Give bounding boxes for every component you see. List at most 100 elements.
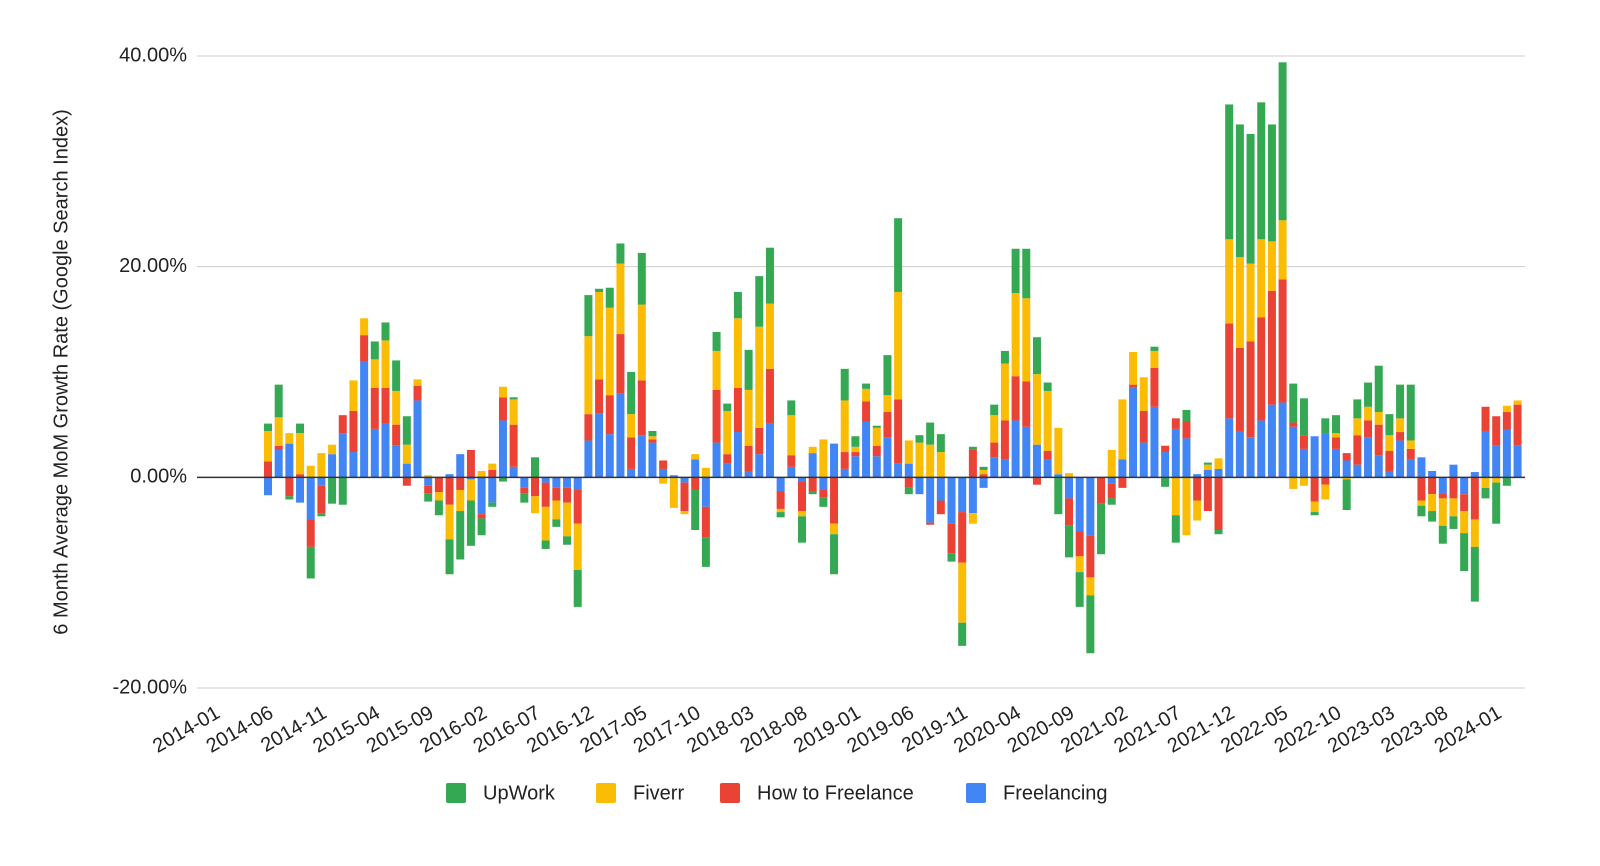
bar <box>830 443 839 478</box>
bar <box>1011 248 1020 293</box>
bar <box>1321 418 1330 434</box>
bar <box>1428 477 1437 495</box>
bar <box>862 401 871 422</box>
bar <box>851 452 860 457</box>
bar <box>1396 384 1405 419</box>
bar <box>1492 416 1501 446</box>
bar <box>381 322 390 341</box>
bar <box>1246 341 1255 438</box>
y-tick-label: -20.00% <box>113 676 188 698</box>
bar <box>1235 430 1244 478</box>
bar <box>349 380 358 411</box>
bar <box>712 442 721 478</box>
bar <box>979 466 988 470</box>
bar <box>328 454 337 478</box>
bar <box>894 399 903 464</box>
bar <box>733 318 742 388</box>
bar <box>392 360 401 391</box>
bar <box>1054 474 1063 478</box>
bar <box>1342 479 1351 510</box>
bar <box>1374 412 1383 425</box>
bar <box>1246 263 1255 342</box>
bar <box>1107 449 1116 478</box>
bar <box>1428 471 1437 478</box>
bar <box>573 523 582 571</box>
bar <box>285 496 294 500</box>
bar <box>1246 437 1255 478</box>
bar <box>317 477 326 486</box>
bar <box>1310 512 1319 516</box>
bar <box>264 430 272 462</box>
bar <box>1342 477 1351 480</box>
bar <box>926 422 935 445</box>
bar <box>733 432 742 478</box>
bar <box>466 479 475 501</box>
bar <box>1470 519 1479 547</box>
bar <box>1406 459 1415 478</box>
bar <box>1182 421 1191 439</box>
bar <box>1043 390 1052 451</box>
bar <box>659 477 668 484</box>
bar <box>765 303 774 369</box>
bar <box>413 379 422 386</box>
bar <box>488 469 497 478</box>
bar <box>1214 468 1223 478</box>
bar <box>402 416 411 445</box>
bar <box>648 430 657 437</box>
bar <box>915 477 924 495</box>
bar <box>584 414 593 441</box>
bar <box>1289 477 1298 489</box>
bar <box>1161 445 1170 453</box>
bar <box>1118 399 1127 460</box>
bar <box>1225 323 1234 419</box>
bar <box>285 443 294 478</box>
bar <box>370 428 379 478</box>
bar <box>1257 102 1266 240</box>
bar <box>509 397 518 400</box>
bar <box>808 453 817 478</box>
bar <box>1182 409 1191 422</box>
bar <box>1396 418 1405 433</box>
bar <box>851 456 860 478</box>
bar <box>830 477 839 524</box>
bar <box>1022 298 1031 382</box>
bar <box>1481 487 1490 499</box>
bar <box>1267 404 1276 478</box>
bar <box>819 439 828 478</box>
bar <box>1022 381 1031 427</box>
bar <box>1171 515 1180 543</box>
bar <box>926 522 935 525</box>
bar <box>306 477 315 520</box>
bar <box>1032 337 1041 375</box>
bar <box>1150 367 1159 407</box>
bar <box>1000 350 1009 364</box>
bar <box>680 477 689 483</box>
bar <box>926 477 935 523</box>
bar <box>1364 437 1373 478</box>
bar <box>872 425 881 428</box>
bar <box>680 482 689 512</box>
bar <box>979 469 988 475</box>
bar <box>1406 384 1415 441</box>
bar <box>1225 104 1234 240</box>
bar <box>1364 382 1373 407</box>
bar <box>1396 432 1405 441</box>
bar <box>466 500 475 546</box>
bar <box>904 477 913 488</box>
bar <box>584 336 593 415</box>
bar <box>1278 220 1287 280</box>
bar <box>1428 494 1437 512</box>
bar <box>424 493 433 502</box>
bar <box>958 512 967 563</box>
bar <box>531 457 539 478</box>
bar <box>1364 420 1373 438</box>
y-tick-label: 40.00% <box>119 44 187 66</box>
bar <box>776 512 785 518</box>
bar <box>1385 451 1394 472</box>
bar <box>1374 424 1383 456</box>
bar <box>1385 471 1394 478</box>
bar <box>1321 477 1330 485</box>
grid <box>197 55 1525 689</box>
bar <box>264 461 272 478</box>
bar <box>787 415 796 456</box>
